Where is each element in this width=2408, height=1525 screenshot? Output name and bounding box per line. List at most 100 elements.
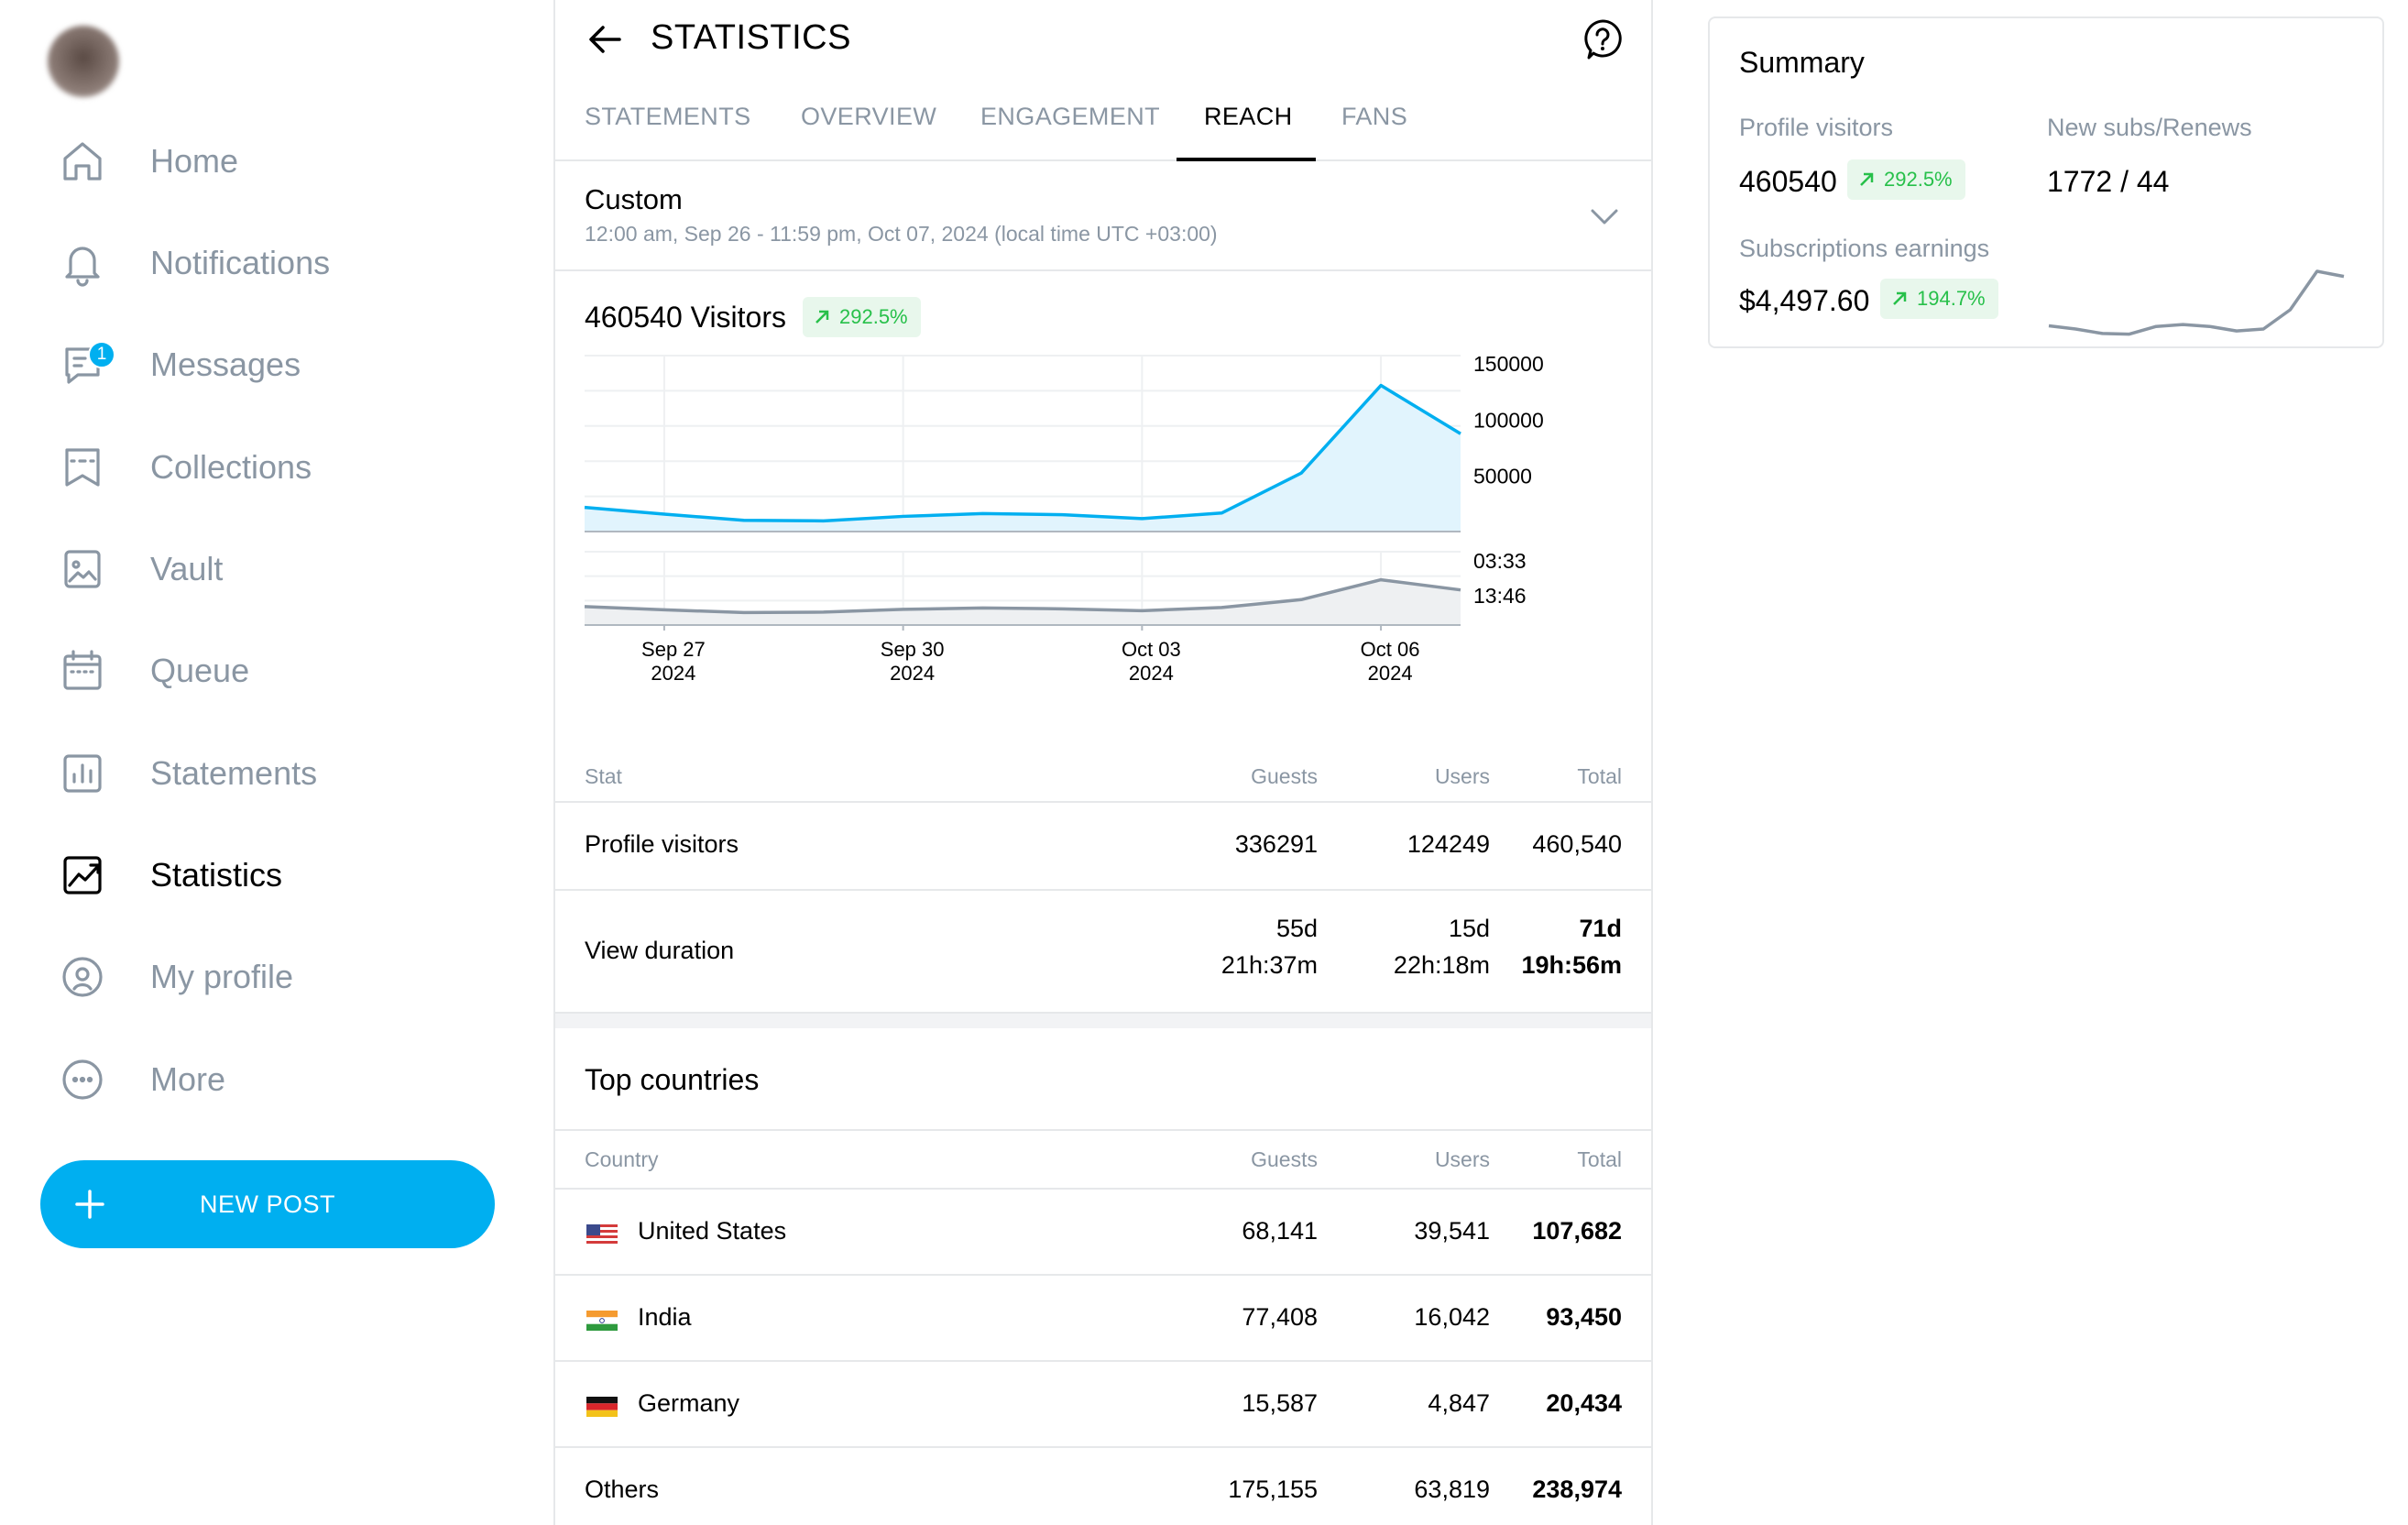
y-tick-label: 150000 [1473,352,1544,376]
guests-value: 55d [1275,915,1318,942]
visitors-change-badge: 292.5% [803,297,921,337]
top-countries-title: Top countries [585,1063,760,1096]
sidebar-item-label: More [150,1060,226,1098]
sidebar-item-notifications[interactable]: Notifications [55,226,531,300]
stat-name: Profile visitors [585,830,739,858]
guests-value: 68,141 [1242,1217,1318,1245]
table-row: India 77,408 16,042 93,450 [555,1274,1651,1360]
duration-area [585,579,1461,625]
total-value: 460,540 [1532,830,1622,858]
sidebar-item-messages[interactable]: 1 Messages [55,328,531,401]
y-tick-label: 100000 [1473,408,1544,432]
sidebar-item-my-profile[interactable]: My profile [55,940,531,1014]
sidebar-item-label: My profile [150,958,294,995]
tab-reach[interactable]: REACH [1204,103,1293,130]
col-header-guests: Guests [1251,1147,1318,1171]
country-name: United States [638,1217,787,1245]
avatar[interactable] [48,26,119,97]
users-value: 22h:18m [1393,951,1490,979]
users-value: 15d [1448,915,1490,942]
col-header-users: Users [1434,764,1490,788]
sidebar-item-label: Home [150,142,239,180]
x-tick-label: 2024 [651,662,695,685]
guests-value: 77,408 [1242,1303,1318,1331]
total-value: 93,450 [1546,1303,1622,1331]
tab-fans[interactable]: FANS [1341,103,1408,130]
y-tick-label: 03:33 [1473,549,1527,573]
sidebar-item-label: Notifications [150,244,331,281]
tab-statements[interactable]: STATEMENTS [585,103,751,130]
profile-visitors-change-badge: 292.5% [1847,159,1965,200]
sidebar: Home Notifications 1 Messages Collection… [0,0,553,1525]
sidebar-item-label: Statements [150,754,318,792]
plus-icon [75,1190,104,1219]
summary-card: Summary Profile visitors 460540 292.5% N… [1708,16,2384,348]
table-row: Profile visitors 336291 124249 460,540 [555,801,1651,889]
earnings-sparkline [2048,269,2345,336]
sidebar-item-label: Messages [150,346,301,383]
sidebar-item-more[interactable]: More [55,1043,531,1116]
sidebar-item-vault[interactable]: Vault [55,532,531,606]
col-header-stat: Stat [585,764,622,788]
new-subs-value: 1772 / 44 [2047,165,2170,198]
users-value: 63,819 [1414,1476,1490,1503]
bell-icon [55,236,110,291]
sidebar-item-label: Vault [150,550,224,587]
new-post-button[interactable]: NEW POST [40,1160,495,1248]
col-header-users: Users [1434,1147,1490,1171]
bookmark-stars-icon [55,440,110,495]
total-value: 19h:56m [1521,951,1622,979]
visitors-change-value: 292.5% [839,305,908,328]
sparkline-path [2048,269,2345,336]
users-value: 124249 [1406,830,1490,858]
x-tick-label: Sep 30 [881,638,945,661]
message-icon: 1 [55,337,115,392]
help-icon[interactable] [1580,16,1625,62]
date-range-selector[interactable]: Custom 12:00 am, Sep 26 - 11:59 pm, Oct … [555,161,1651,271]
x-tick-label: 2024 [890,662,935,685]
chevron-down-icon [1591,209,1618,225]
x-tick-label: 2024 [1368,662,1413,685]
users-value: 4,847 [1428,1389,1490,1417]
table-row: Others 175,155 63,819 238,974 [555,1446,1651,1525]
col-header-total: Total [1577,1147,1622,1171]
table-row: View duration 55d 21h:37m 15d 22h:18m 71… [555,889,1651,1012]
sidebar-item-collections[interactable]: Collections [55,431,531,504]
profile-visitors-value: 460540 [1739,165,1837,198]
bar-chart-icon [55,746,110,801]
total-value: 238,974 [1532,1476,1622,1503]
sidebar-item-statistics[interactable]: Statistics [55,839,531,912]
active-tab-indicator [1177,158,1316,161]
back-arrow-icon[interactable] [583,16,629,62]
x-tick-label: 2024 [1129,662,1174,685]
tab-overview[interactable]: OVERVIEW [801,103,937,130]
main-panel: STATISTICS STATEMENTS OVERVIEW ENGAGEMEN… [553,0,1653,1525]
table-row: Germany 15,587 4,847 20,434 [555,1360,1651,1446]
table-header-row: Country Guests Users Total [555,1129,1651,1188]
summary-title: Summary [1739,46,1865,79]
new-subs-label: New subs/Renews [2047,114,2252,141]
guests-value: 336291 [1234,830,1318,858]
sidebar-item-label: Collections [150,448,312,486]
sidebar-item-label: Queue [150,652,250,689]
x-tick-label: Sep 27 [641,638,706,661]
sidebar-item-statements[interactable]: Statements [55,737,531,810]
visitors-title: 460540 Visitors [585,301,786,334]
col-header-guests: Guests [1251,764,1318,788]
country-name: Germany [638,1389,740,1417]
calendar-icon [55,643,110,698]
total-value: 71d [1579,915,1622,942]
col-header-country: Country [585,1147,659,1171]
guests-value: 21h:37m [1220,951,1318,979]
sidebar-item-queue[interactable]: Queue [55,634,531,708]
earnings-change: 194.7% [1917,287,1986,310]
trend-up-icon [815,310,829,324]
sidebar-item-home[interactable]: Home [55,125,531,198]
trend-chart-icon [55,848,110,903]
germany-flag-icon [586,1397,618,1417]
more-circle-icon [55,1052,110,1107]
new-post-label: NEW POST [199,1190,335,1218]
country-name: India [638,1303,692,1331]
y-tick-label: 50000 [1473,465,1532,488]
tab-engagement[interactable]: ENGAGEMENT [980,103,1161,130]
